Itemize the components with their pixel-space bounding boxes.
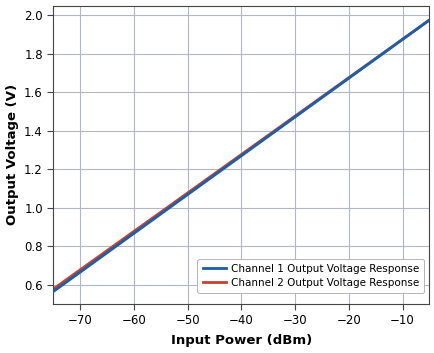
Channel 2 Output Voltage Response [50, 287, 56, 291]
Channel 2 Output Voltage Response [229, 159, 234, 163]
Line: Channel 2 Output Voltage Response: Channel 2 Output Voltage Response [53, 20, 428, 289]
Line: Channel 1 Output Voltage Response: Channel 1 Output Voltage Response [53, 20, 428, 292]
Channel 1 Output Voltage Response [274, 128, 279, 132]
Channel 2 Output Voltage Response [253, 141, 259, 145]
Channel 2 Output Voltage Response [274, 127, 279, 131]
Channel 1 Output Voltage Response [417, 24, 422, 29]
Channel 2 Output Voltage Response [417, 24, 422, 29]
Legend: Channel 1 Output Voltage Response, Channel 2 Output Voltage Response: Channel 1 Output Voltage Response, Chann… [197, 259, 423, 293]
Channel 1 Output Voltage Response [231, 159, 236, 163]
Channel 1 Output Voltage Response [253, 143, 259, 147]
Channel 2 Output Voltage Response [358, 66, 363, 71]
Channel 1 Output Voltage Response [426, 18, 431, 22]
Channel 2 Output Voltage Response [426, 18, 431, 22]
X-axis label: Input Power (dBm): Input Power (dBm) [170, 334, 311, 347]
Channel 1 Output Voltage Response [50, 289, 56, 294]
Channel 2 Output Voltage Response [231, 157, 236, 162]
Channel 1 Output Voltage Response [229, 161, 234, 165]
Y-axis label: Output Voltage (V): Output Voltage (V) [6, 84, 19, 225]
Channel 1 Output Voltage Response [358, 67, 363, 71]
